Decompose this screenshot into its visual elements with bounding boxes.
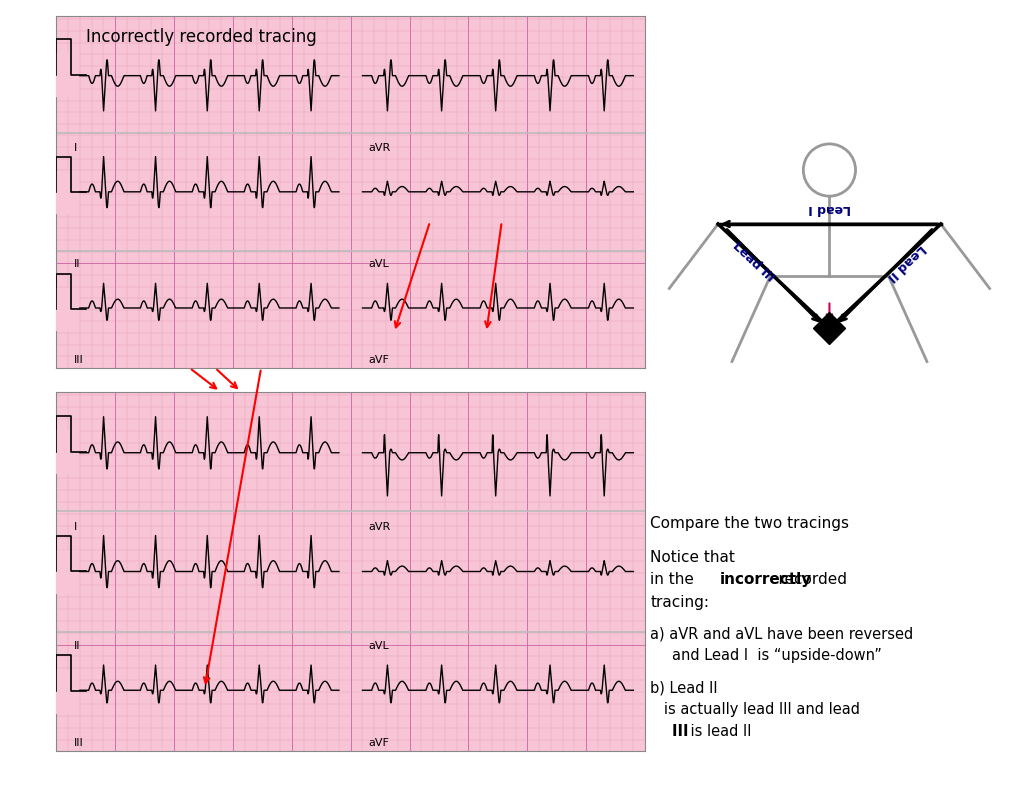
Text: recorded: recorded	[720, 573, 847, 588]
Text: aVR: aVR	[369, 143, 390, 153]
Text: a) aVR and aVL have been reversed: a) aVR and aVL have been reversed	[650, 626, 913, 642]
Bar	[56, 54, 79, 96]
Text: III: III	[74, 738, 84, 748]
Text: Lead III: Lead III	[729, 240, 776, 285]
Text: Incorrectly recorded tracing: Incorrectly recorded tracing	[86, 28, 316, 46]
Text: incorrectly: incorrectly	[720, 573, 812, 588]
Text: Notice that: Notice that	[650, 551, 740, 566]
Bar	[56, 171, 79, 213]
Text: in the: in the	[650, 573, 699, 588]
Text: aVF: aVF	[369, 354, 389, 365]
Text: II: II	[74, 259, 81, 270]
Text: Lead II: Lead II	[885, 241, 928, 283]
Text: aVF: aVF	[369, 738, 389, 748]
Text: II: II	[74, 641, 81, 651]
Text: is actually lead III and lead: is actually lead III and lead	[650, 702, 860, 717]
Bar	[56, 430, 79, 473]
Bar	[56, 550, 79, 593]
Text: aVL: aVL	[369, 259, 389, 270]
Text: and Lead I  is “upside-down”: and Lead I is “upside-down”	[672, 649, 882, 664]
Text: aVL: aVL	[369, 641, 389, 651]
Bar	[56, 288, 79, 330]
Bar	[56, 670, 79, 713]
Text: III: III	[74, 354, 84, 365]
Text: I: I	[74, 522, 77, 532]
Text: aVR: aVR	[369, 522, 390, 532]
Text: is lead II: is lead II	[672, 725, 752, 740]
Text: I: I	[74, 143, 77, 153]
Text: Lead I: Lead I	[808, 202, 851, 215]
Text: Compare the two tracings: Compare the two tracings	[650, 516, 849, 531]
Text: tracing:: tracing:	[650, 595, 710, 610]
Text: III: III	[672, 725, 693, 740]
Text: b) Lead II: b) Lead II	[650, 680, 723, 695]
